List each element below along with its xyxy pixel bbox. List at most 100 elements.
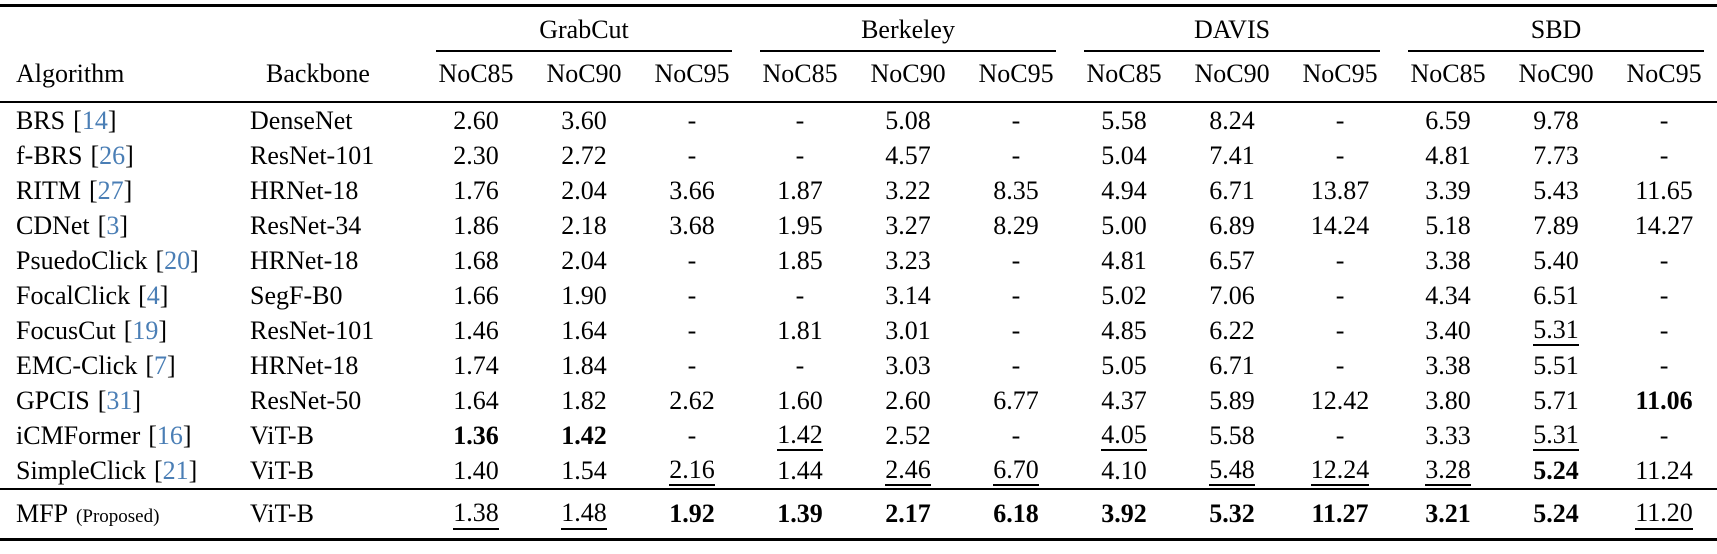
table-row-gpcis: GPCIS [31] ResNet-50 1.64 1.82 2.62 1.60 2.60 6.…: [0, 383, 1717, 418]
metric-cell: -: [638, 278, 746, 313]
col-group-label: GrabCut: [539, 15, 629, 44]
col-header-noc90-berkeley: NoC90: [854, 52, 963, 103]
metric-cell: 1.85: [746, 243, 854, 278]
backbone-cell: DenseNet: [250, 105, 353, 135]
algorithm-cell: MFP (Proposed): [0, 489, 250, 540]
citation-link[interactable]: 16: [156, 420, 183, 450]
citation-link[interactable]: 31: [106, 385, 133, 415]
metric-value: 1.68: [453, 245, 499, 275]
citation-link[interactable]: 14: [81, 105, 108, 135]
metric-value: 6.70: [993, 456, 1039, 487]
metric-value: 4.05: [1101, 421, 1147, 452]
metric-value: 3.38: [1425, 350, 1471, 380]
metric-value: 11.24: [1635, 455, 1693, 485]
metric-cell: 1.86: [422, 208, 530, 243]
metric-cell: 5.40: [1502, 243, 1610, 278]
table-body: BRS [14] DenseNet 2.60 3.60- -5.08-5.58 8.24-6…: [0, 102, 1717, 540]
metric-cell: -: [746, 138, 854, 173]
metric-value: 2.52: [885, 420, 931, 450]
metric-value: 5.05: [1101, 350, 1147, 380]
metric-value: 11.27: [1311, 499, 1369, 528]
metric-cell: 6.71: [1178, 348, 1286, 383]
metric-cell: 1.95: [746, 208, 854, 243]
metric-cell: 11.24: [1610, 453, 1717, 489]
col-header-backbone: Backbone: [250, 5, 422, 103]
metric-value: 3.60: [561, 105, 607, 135]
col-header-noc85-davis: NoC85: [1070, 52, 1179, 103]
metric-value: 1.76: [453, 175, 499, 205]
metric-value: 13.87: [1310, 175, 1370, 205]
metric-value: 1.66: [453, 280, 499, 310]
metric-value: 5.40: [1533, 245, 1579, 275]
metric-cell: 3.80: [1394, 383, 1502, 418]
metric-cell: 4.10: [1070, 453, 1178, 489]
citation-bracket-close: ]: [125, 140, 134, 170]
table-row-brs: BRS [14] DenseNet 2.60 3.60- -5.08-5.58 8.24-6…: [0, 102, 1717, 138]
citation-bracket-close: ]: [119, 210, 129, 240]
metric-value: 5.58: [1209, 420, 1255, 450]
metric-cell: 4.94: [1070, 173, 1178, 208]
citation-link[interactable]: 20: [164, 245, 191, 275]
metric-value: 1.46: [453, 315, 499, 345]
table-row-cdnet: CDNet [3] ResNet-34 1.86 2.18 3.68 1.95 3.27 8.2…: [0, 208, 1717, 243]
table-row-f-brs: f-BRS [26] ResNet-101 2.30 2.72- -4.57-5.04 7.…: [0, 138, 1717, 173]
algorithm-name: FocusCut: [16, 315, 116, 345]
metric-cell: -: [962, 278, 1070, 313]
citation-link[interactable]: 4: [146, 280, 160, 310]
metric-value: 5.32: [1209, 499, 1255, 528]
citation-bracket-close: ]: [132, 385, 142, 415]
metric-value: 4.81: [1425, 140, 1471, 170]
metric-value: 5.43: [1533, 175, 1579, 205]
metric-cell: 3.14: [854, 278, 962, 313]
metric-cell: 1.48: [530, 489, 638, 540]
citation-link[interactable]: 7: [154, 350, 168, 380]
backbone-cell: ViT-B: [250, 420, 314, 450]
col-group-label: Berkeley: [861, 15, 955, 44]
citation-link[interactable]: 26: [99, 140, 126, 170]
metric-cell: 6.70: [962, 453, 1070, 489]
metric-value: 3.21: [1425, 499, 1471, 528]
metric-cell: 1.84: [530, 348, 638, 383]
citation-link[interactable]: 27: [97, 175, 124, 205]
metric-value: 1.92: [669, 499, 715, 528]
metric-value: 1.82: [561, 385, 607, 415]
metric-value: 2.46: [885, 456, 931, 487]
citation-link[interactable]: 3: [106, 210, 120, 240]
metric-cell: -: [1286, 348, 1394, 383]
metric-value: -: [1335, 245, 1345, 275]
metric-cell: -: [638, 102, 746, 138]
metric-cell: 3.01: [854, 313, 962, 348]
backbone-cell: SegF-B0: [250, 280, 343, 310]
metric-value: 6.77: [993, 385, 1039, 415]
metric-cell: 4.57: [854, 138, 962, 173]
metric-value: 6.89: [1209, 210, 1255, 240]
group-underline: [436, 50, 733, 52]
citation-link[interactable]: 19: [132, 315, 159, 345]
algorithm-name: iCMFormer: [16, 420, 141, 450]
metric-cell: -: [962, 102, 1070, 138]
algorithm-name: PsuedoClick: [16, 245, 148, 275]
metric-cell: 8.29: [962, 208, 1070, 243]
metric-value: 1.90: [561, 280, 607, 310]
metric-value: 2.30: [453, 140, 499, 170]
metric-value: 3.80: [1425, 385, 1471, 415]
metric-value: 5.04: [1101, 140, 1147, 170]
metric-value: 4.94: [1101, 175, 1147, 205]
algorithm-name: FocalClick: [16, 280, 131, 310]
metric-cell: -: [1286, 102, 1394, 138]
citation-bracket-open: [: [138, 280, 147, 310]
citation-link[interactable]: 21: [162, 455, 189, 485]
metric-value: 12.24: [1310, 456, 1370, 487]
citation-bracket-close: ]: [159, 280, 169, 310]
backbone-cell: ViT-B: [250, 499, 314, 528]
metric-value: 5.31: [1533, 421, 1579, 452]
metric-cell: 2.17: [854, 489, 962, 540]
metric-cell: 11.27: [1286, 489, 1394, 540]
metric-cell: 4.81: [1070, 243, 1178, 278]
table-row-simpleclick: SimpleClick [21] ViT-B 1.40 1.54 2.16 1.44 2.46…: [0, 453, 1717, 489]
metric-value: 12.42: [1310, 385, 1370, 415]
metric-value: 2.17: [885, 499, 931, 528]
metric-value: 1.36: [453, 420, 499, 450]
metric-cell: 3.60: [530, 102, 638, 138]
metric-cell: 1.60: [746, 383, 854, 418]
